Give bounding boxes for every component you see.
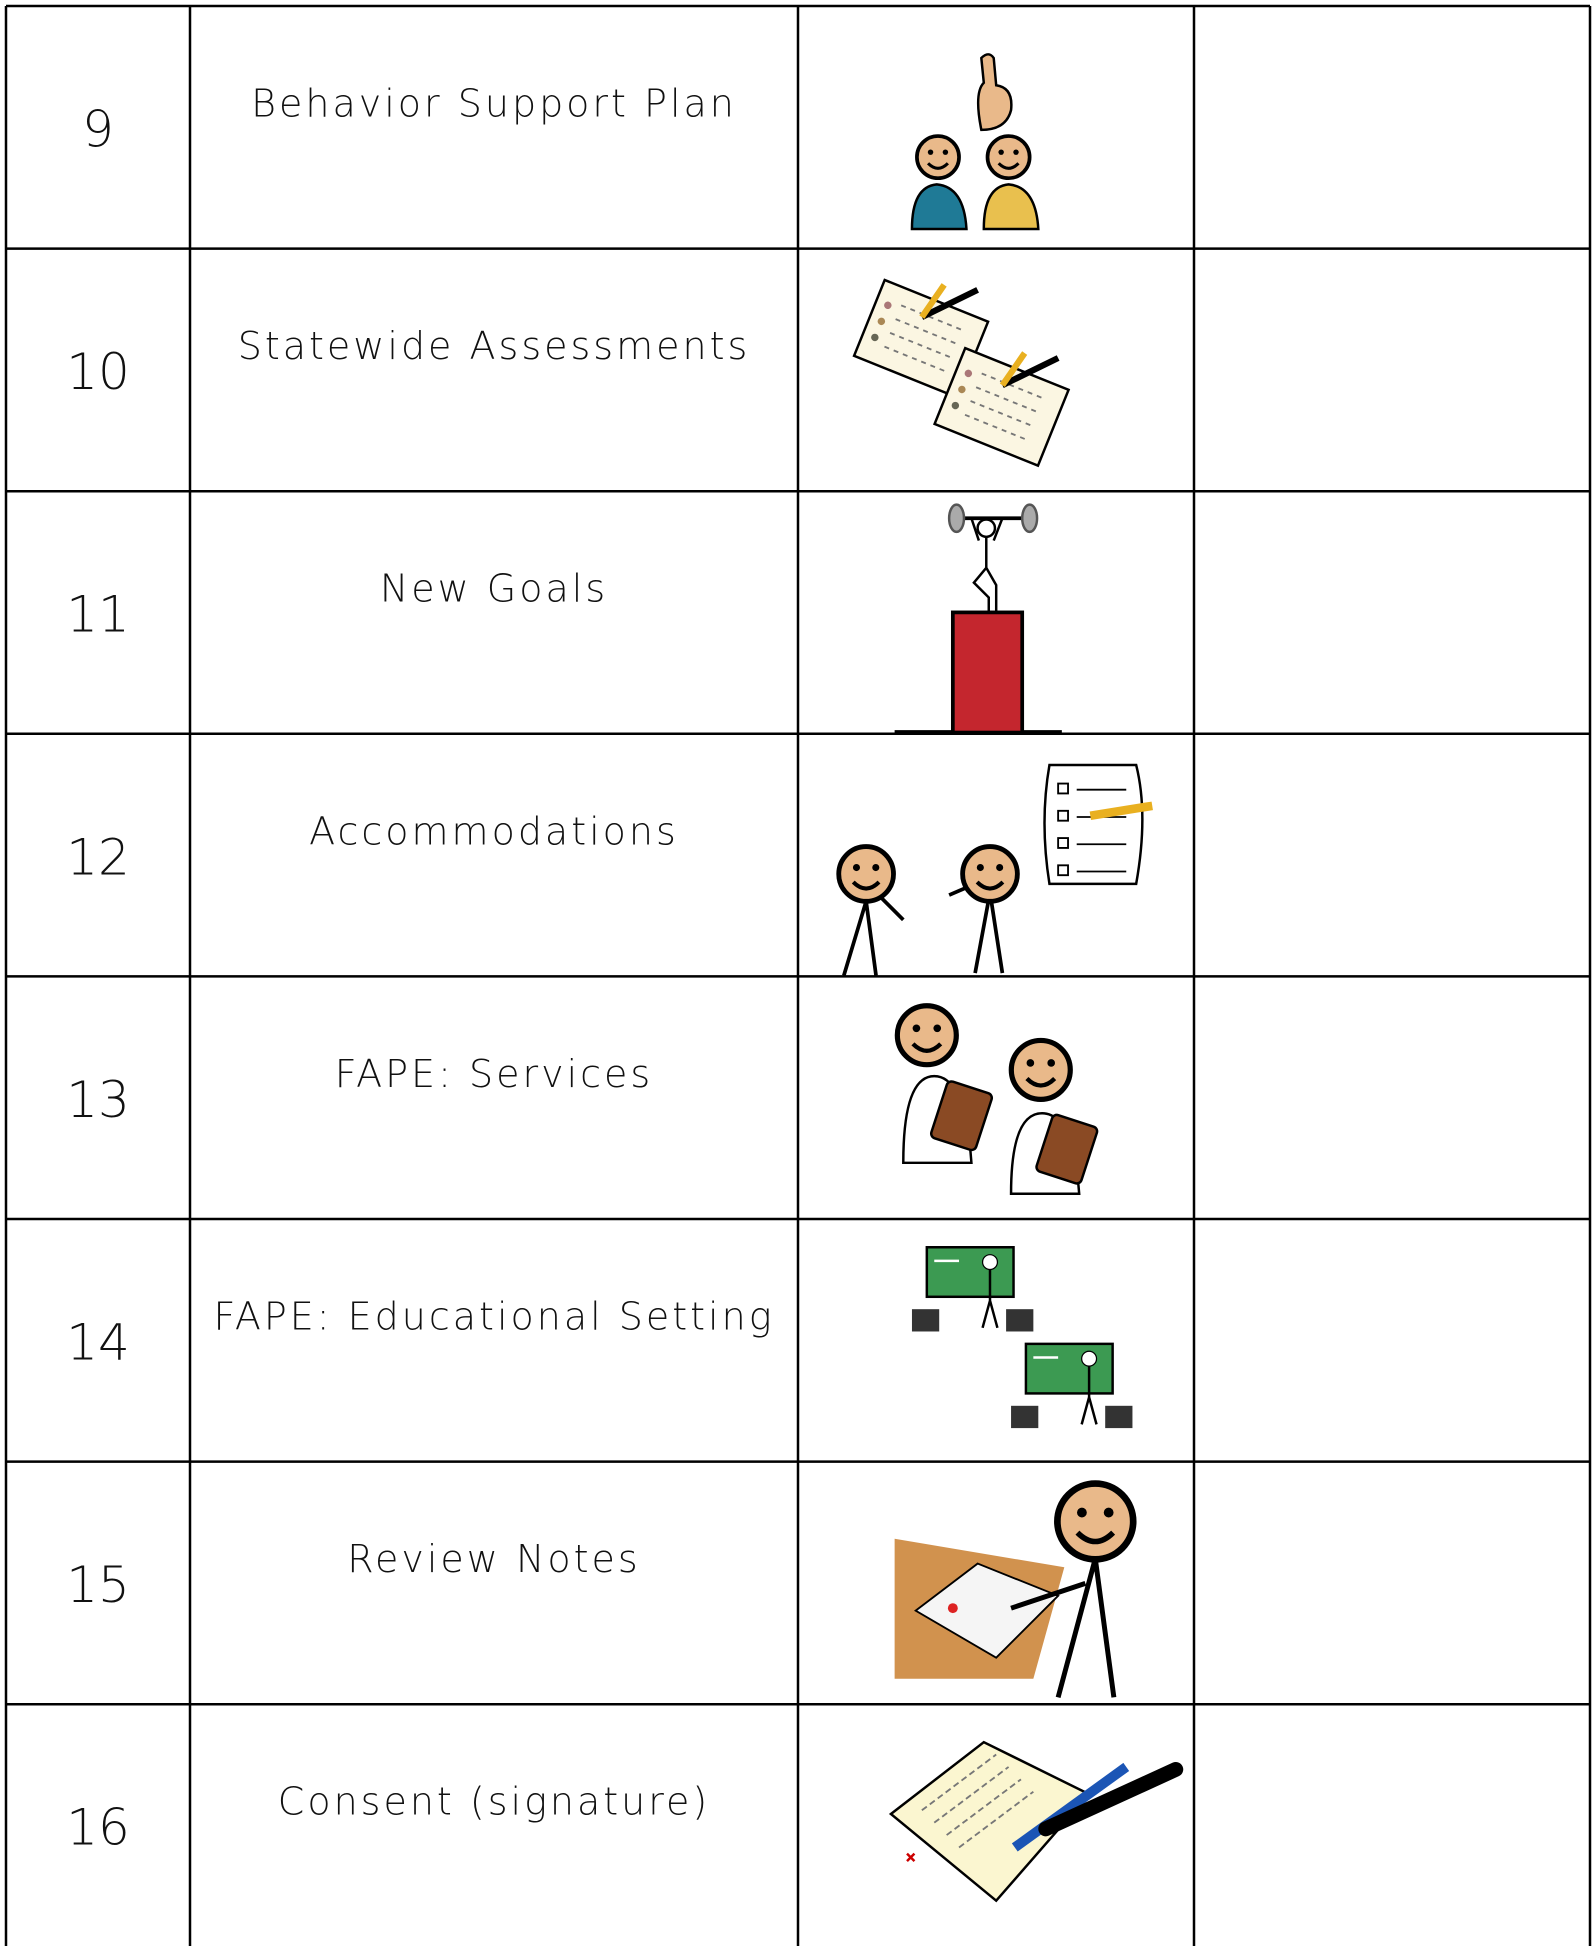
icon-accommodations [839, 763, 1153, 977]
row-label: Review Notes [347, 1537, 640, 1581]
row-number: 11 [66, 586, 130, 644]
row-number: 9 [82, 101, 114, 159]
row-number: 14 [66, 1314, 130, 1372]
icon-assessments [852, 278, 1070, 467]
icon-services [897, 1006, 1099, 1196]
row-label: New Goals [380, 567, 608, 611]
icon-review [894, 1484, 1134, 1698]
row-label: Accommodations [309, 809, 679, 853]
row-number: 10 [66, 343, 130, 401]
row-number: 16 [66, 1799, 130, 1857]
row-label: FAPE: Services [335, 1052, 653, 1096]
grid [4, 4, 1592, 1946]
row-number: 13 [66, 1071, 130, 1129]
row-label: Consent (signature) [278, 1780, 710, 1824]
row-number: 15 [66, 1556, 130, 1614]
icon-goals [894, 503, 1062, 736]
row-label: FAPE: Educational Setting [213, 1295, 774, 1339]
icon-behavior [910, 53, 1040, 231]
icon-consent [888, 1740, 1184, 1903]
icons [839, 53, 1184, 1903]
row-label: Behavior Support Plan [251, 82, 737, 126]
row-label: Statewide Assessments [238, 324, 751, 368]
row-number: 12 [66, 828, 130, 886]
icon-classroom [911, 1246, 1133, 1429]
